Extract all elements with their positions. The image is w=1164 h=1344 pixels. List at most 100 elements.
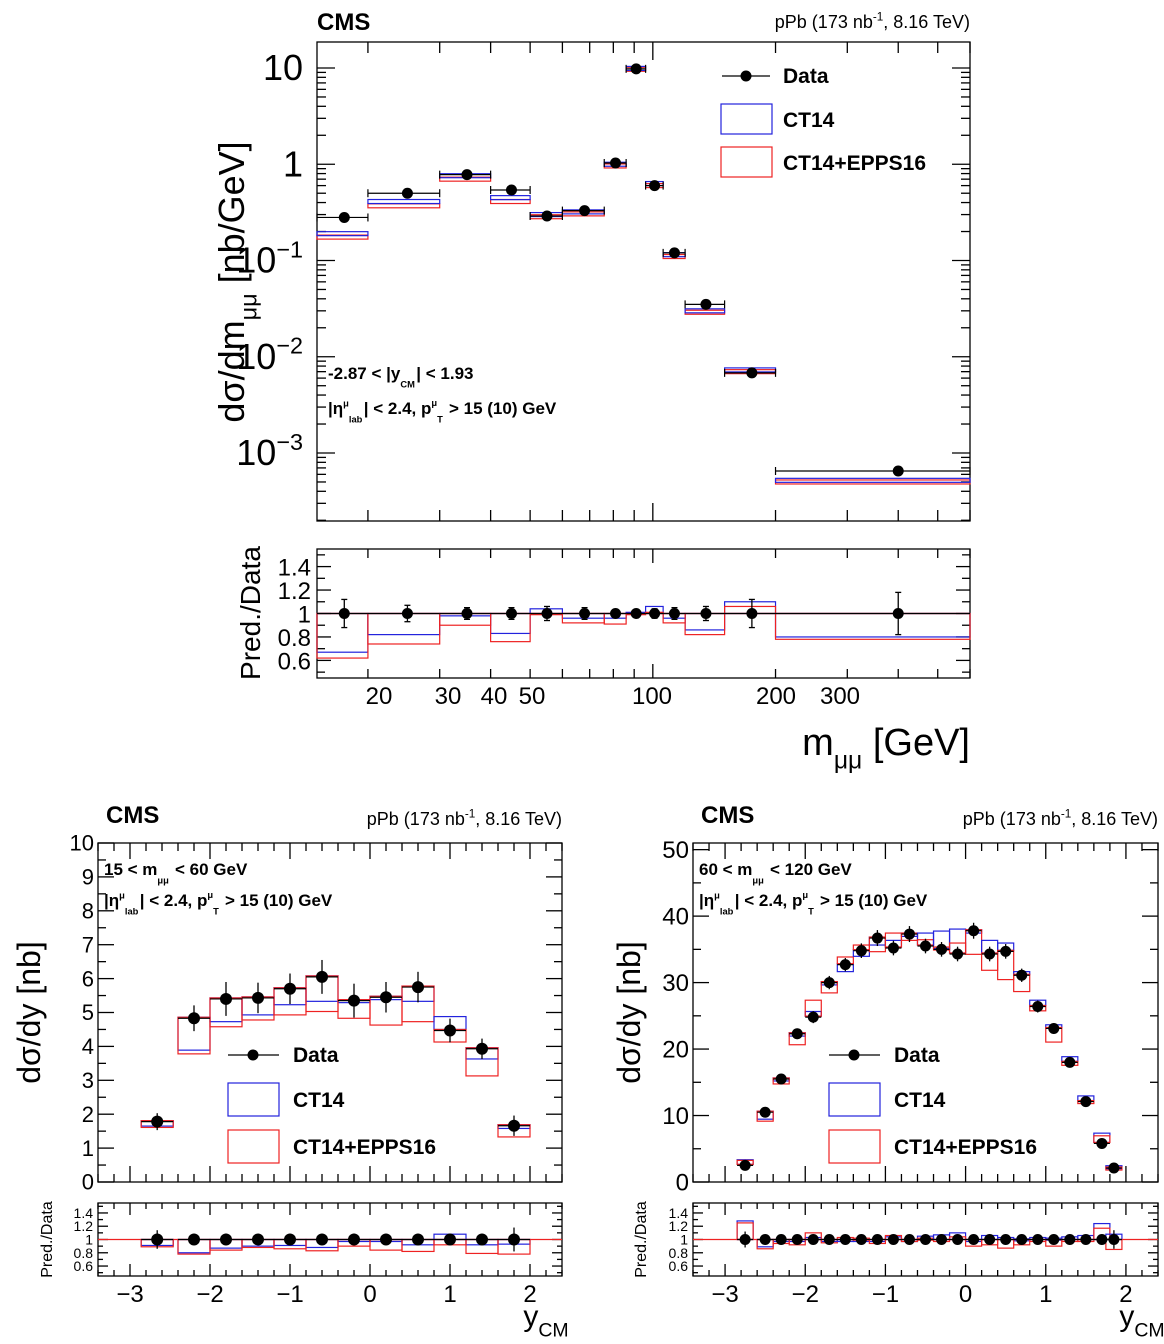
- ratio-data-point: [739, 1234, 751, 1245]
- y-tick-label: 6: [82, 966, 94, 991]
- ratio-data-point: [807, 1234, 819, 1245]
- muon-cuts-label: |ημlab | < 2.4, pμT > 15 (10) GeV: [104, 890, 333, 916]
- text-segment: 1: [680, 1232, 688, 1248]
- ratio-data-point: [188, 1233, 200, 1246]
- text-segment: m: [802, 722, 834, 764]
- data-point: [984, 948, 996, 960]
- cms-label: CMS: [317, 9, 370, 36]
- data-point: [188, 1012, 200, 1025]
- text-segment: 0: [363, 1281, 376, 1308]
- text-segment: 1: [283, 143, 303, 184]
- y-tick-label: 10−3: [236, 429, 303, 473]
- text-segment: 100: [632, 683, 672, 710]
- x-tick-label: 30: [435, 683, 462, 710]
- text-segment: 1.4: [74, 1205, 94, 1221]
- y-tick-label: 7: [82, 932, 94, 957]
- text-segment: CT14: [293, 1089, 345, 1112]
- text-segment: lab: [349, 414, 363, 424]
- data-point: [649, 180, 661, 192]
- y-tick-label: 10−2: [236, 333, 303, 377]
- legend-ct14-swatch: [828, 1082, 881, 1117]
- x-tick-label: 50: [519, 683, 546, 710]
- text-segment: 10: [236, 432, 276, 473]
- x-tick-label: −2: [196, 1281, 223, 1308]
- legend-data-label: Data: [783, 65, 829, 88]
- ratio-data-point: [579, 608, 591, 619]
- data-point: [1048, 1022, 1060, 1034]
- data-point: [759, 1106, 771, 1118]
- ratio-data-point: [700, 608, 712, 619]
- text-segment: > 15 (10) GeV: [220, 891, 333, 910]
- text-segment: Pred./Data: [39, 1201, 56, 1278]
- ratio-data-point: [461, 608, 473, 619]
- data-point: [401, 187, 413, 199]
- y-tick-label: 5: [82, 1000, 94, 1025]
- text-segment: |η: [104, 891, 119, 910]
- ratio-data-point: [892, 608, 904, 619]
- mass-y-axis-label: dσ/dmμμ [nb/GeV]: [211, 141, 262, 422]
- ratio-data-point: [316, 1233, 328, 1246]
- y-tick-label: 50: [662, 837, 689, 864]
- y-tick-label: 20: [662, 1036, 689, 1063]
- ratio-data-point: [380, 1233, 392, 1246]
- data-point: [1016, 969, 1028, 981]
- text-segment: μ: [431, 398, 437, 408]
- y-tick-label: 8: [82, 899, 94, 924]
- rapidity-y-axis-label: dσ/dy [nb]: [611, 941, 647, 1084]
- ratio-data-point: [759, 1234, 771, 1245]
- text-segment: 3: [82, 1068, 94, 1093]
- text-segment: | < 2.4,: [735, 891, 792, 910]
- ratio-epps16-box: [367, 612, 441, 645]
- text-segment: 1.2: [669, 1218, 689, 1234]
- data-point: [461, 169, 473, 181]
- text-segment: < 60 GeV: [170, 860, 248, 879]
- text-segment: 1: [1039, 1281, 1052, 1308]
- data-point: [887, 942, 899, 954]
- x-tick-label: 0: [959, 1281, 972, 1308]
- data-point: [855, 945, 867, 957]
- text-segment: -2.87 <: [328, 364, 386, 383]
- legend-data-label: Data: [293, 1044, 339, 1067]
- data-point: [579, 205, 591, 217]
- text-segment: 10: [263, 47, 303, 88]
- text-segment: 40: [662, 904, 689, 931]
- text-segment: p: [197, 891, 207, 910]
- ratio-data-point: [855, 1234, 867, 1245]
- text-segment: > 15 (10) GeV: [444, 399, 557, 418]
- text-segment: CT14: [783, 109, 835, 132]
- text-segment: μ: [119, 890, 125, 900]
- text-segment: 200: [756, 683, 796, 710]
- data-point: [1032, 1001, 1044, 1013]
- ratio-y-tick-label: 0.6: [278, 648, 311, 675]
- text-segment: 9: [82, 865, 94, 890]
- text-segment: μμ: [157, 876, 169, 886]
- ratio-data-point: [508, 1233, 520, 1246]
- text-segment: CMS: [701, 802, 754, 829]
- data-point: [338, 211, 350, 223]
- text-segment: 0.6: [74, 1258, 94, 1274]
- x-tick-label: 1: [443, 1281, 456, 1308]
- x-tick-label: 20: [366, 683, 393, 710]
- text-segment: Pred./Data: [235, 546, 266, 680]
- legend-data-marker: [740, 70, 752, 82]
- data-point: [284, 982, 296, 995]
- text-segment: 20: [366, 683, 393, 710]
- text-segment: 30: [435, 683, 462, 710]
- y-tick-label: 40: [662, 904, 689, 931]
- ratio-data-point: [220, 1233, 232, 1246]
- ratio-data-point: [252, 1233, 264, 1246]
- ratio-data-point: [903, 1234, 915, 1245]
- y-tick-label: 9: [82, 865, 94, 890]
- y-tick-label: 30: [662, 970, 689, 997]
- y-tick-label: 3: [82, 1068, 94, 1093]
- x-tick-label: −1: [872, 1281, 899, 1308]
- x-tick-label: −2: [792, 1281, 819, 1308]
- text-segment: | < 2.4,: [364, 399, 421, 418]
- ratio-y-tick-label: 1: [680, 1232, 688, 1248]
- data-point: [903, 928, 915, 940]
- y-tick-label: 0: [82, 1170, 94, 1195]
- text-segment: −2: [196, 1281, 223, 1308]
- text-segment: μ: [343, 398, 349, 408]
- text-segment: lab: [720, 906, 734, 916]
- text-segment: Data: [894, 1044, 940, 1067]
